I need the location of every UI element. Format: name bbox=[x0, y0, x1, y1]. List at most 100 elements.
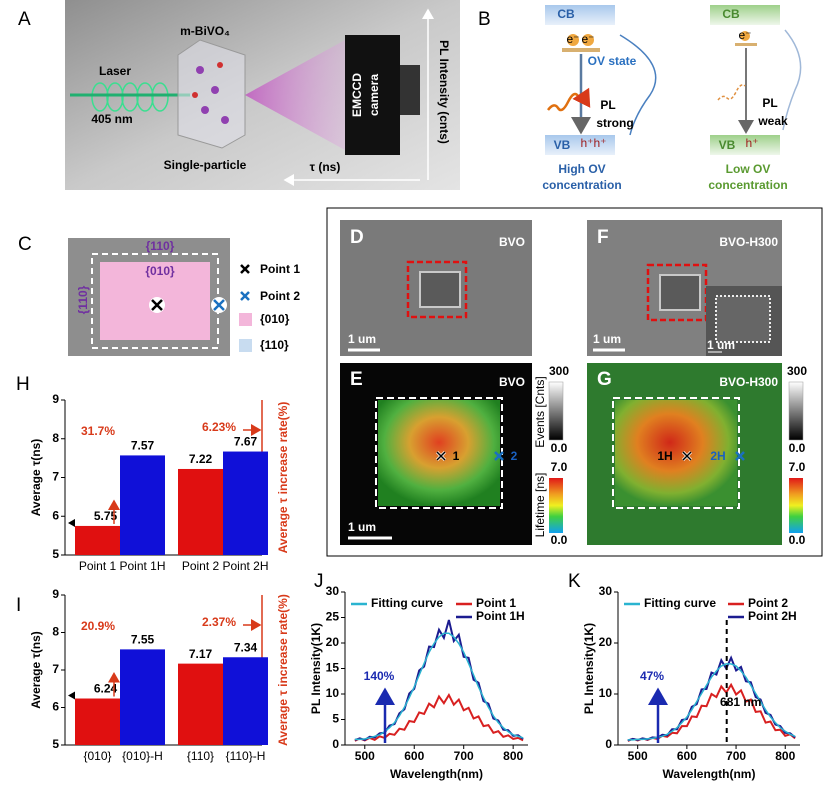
colorbar-label: 0.0 bbox=[551, 441, 568, 455]
hole-label: h⁺ bbox=[745, 136, 758, 150]
facet-label: {110} bbox=[76, 285, 90, 314]
panel-a: A EMCCD camera PL Intensity (cnts) τ (ns… bbox=[18, 0, 460, 190]
caption: concentration bbox=[542, 178, 621, 192]
series-line bbox=[354, 692, 524, 742]
y-tick-label: 5 bbox=[52, 737, 59, 751]
legend-label: {010} bbox=[260, 312, 290, 326]
scale-label: 1 um bbox=[348, 520, 376, 534]
hole-label: h⁺ bbox=[593, 136, 606, 150]
x-tick-label: 500 bbox=[355, 749, 375, 763]
colorbar-label: 300 bbox=[549, 364, 569, 378]
camera-label: EMCCD bbox=[350, 73, 364, 117]
scale-label: 1 um bbox=[707, 338, 735, 352]
facet-label: {010} bbox=[145, 264, 175, 278]
vb-label: VB bbox=[719, 138, 736, 152]
point-label: 1 bbox=[453, 449, 460, 463]
image-title: BVO-H300 bbox=[719, 235, 778, 249]
electron-label: e⁻ bbox=[581, 32, 594, 46]
legend-swatch bbox=[239, 313, 252, 326]
y-tick-label: 9 bbox=[52, 587, 59, 601]
particle-label: Single-particle bbox=[164, 158, 247, 172]
y-tick-label: 7 bbox=[52, 470, 59, 484]
electron bbox=[567, 34, 579, 46]
image-title: BVO-H300 bbox=[719, 375, 778, 389]
bar bbox=[75, 698, 120, 745]
laser-label: Laser bbox=[99, 64, 131, 78]
electron-label: e⁻ bbox=[566, 32, 579, 46]
panel-label: I bbox=[16, 595, 21, 616]
crystal-label: m-BiVO₄ bbox=[180, 24, 230, 38]
bar bbox=[178, 663, 223, 745]
axis-label: PL Intensity (cnts) bbox=[437, 40, 451, 144]
y-tick-label: 9 bbox=[52, 392, 59, 406]
state-curve bbox=[619, 34, 657, 136]
value-label: 7.17 bbox=[189, 647, 213, 661]
y-tick-label: 8 bbox=[52, 625, 59, 639]
ov-level bbox=[562, 48, 600, 52]
bar bbox=[223, 657, 268, 745]
increase-label: 31.7% bbox=[81, 424, 115, 438]
colorbar-label: 0.0 bbox=[789, 533, 806, 547]
legend-label: Fitting curve bbox=[644, 596, 716, 610]
x-axis-label: Wavelength(nm) bbox=[390, 767, 483, 781]
emission-cone bbox=[245, 40, 345, 150]
legend-label: Point 1 bbox=[476, 596, 516, 610]
y-tick-label: 15 bbox=[326, 661, 340, 675]
colorbar-label: 0.0 bbox=[789, 441, 806, 455]
x-tick-label: Point 1 bbox=[79, 559, 117, 573]
panel-label: F bbox=[597, 227, 609, 248]
vb-band bbox=[545, 135, 615, 155]
legend-label: {110} bbox=[260, 338, 289, 352]
axis-label: τ (ns) bbox=[310, 160, 341, 174]
panels-d-g: D BVO 1 um 1 um F BVO-H300 1 um 1 2 E BV… bbox=[326, 207, 823, 557]
inset-particle bbox=[715, 295, 771, 343]
x-tick-label: {110}-H bbox=[226, 749, 266, 763]
series-line bbox=[627, 682, 796, 742]
panel-label: B bbox=[478, 9, 491, 30]
colorbar-label: 7.0 bbox=[789, 460, 806, 474]
y-axis-label: Average τ(ns) bbox=[29, 439, 43, 517]
x-tick-label: Point 2 bbox=[182, 559, 220, 573]
scale-label: 1 um bbox=[593, 332, 621, 346]
colorbar-label: 7.0 bbox=[551, 460, 568, 474]
panel-label: H bbox=[16, 374, 30, 395]
bar bbox=[75, 525, 120, 555]
panel-label: C bbox=[18, 234, 32, 255]
point-marker bbox=[213, 299, 225, 311]
boundary bbox=[612, 397, 740, 509]
cb-band bbox=[710, 5, 780, 25]
point-marker bbox=[682, 451, 692, 461]
point-marker bbox=[735, 451, 745, 461]
y-tick-label: 10 bbox=[599, 686, 613, 700]
hole-label: h⁺ bbox=[580, 136, 593, 150]
selection bbox=[406, 260, 468, 319]
colorbar-title: Lifetime [ns] bbox=[533, 473, 547, 538]
legend-label: Point 2 bbox=[260, 289, 300, 303]
peak-label: 681 nm bbox=[720, 695, 761, 709]
value-label: 7.55 bbox=[131, 633, 155, 647]
y-tick-label: 30 bbox=[326, 584, 340, 598]
increase-label: 2.37% bbox=[202, 615, 236, 629]
emission-wave bbox=[547, 87, 591, 112]
scale-label: 1 um bbox=[348, 332, 376, 346]
particle bbox=[659, 274, 701, 311]
panel-label: J bbox=[314, 571, 324, 592]
electron bbox=[582, 34, 594, 46]
point-label: 2 bbox=[511, 449, 518, 463]
value-label: 7.22 bbox=[189, 452, 213, 466]
legend-label: Point 1H bbox=[476, 609, 525, 623]
colorbar-title: Events [Cnts] bbox=[533, 376, 547, 447]
legend-label: Point 2 bbox=[748, 596, 788, 610]
series-line bbox=[627, 663, 796, 741]
increase-label: 140% bbox=[364, 669, 395, 683]
crystal bbox=[177, 39, 246, 149]
panel-label: D bbox=[350, 227, 364, 248]
y2-axis-label: Average τ increase rate(%) bbox=[276, 594, 290, 746]
emission-wave bbox=[717, 84, 746, 101]
vb-label: VB bbox=[554, 138, 571, 152]
value-label: 6.24 bbox=[94, 682, 118, 696]
pl-strength: strong bbox=[596, 116, 633, 130]
y-tick-label: 10 bbox=[326, 686, 340, 700]
colorbar bbox=[789, 478, 803, 533]
image-title: BVO bbox=[499, 235, 525, 249]
